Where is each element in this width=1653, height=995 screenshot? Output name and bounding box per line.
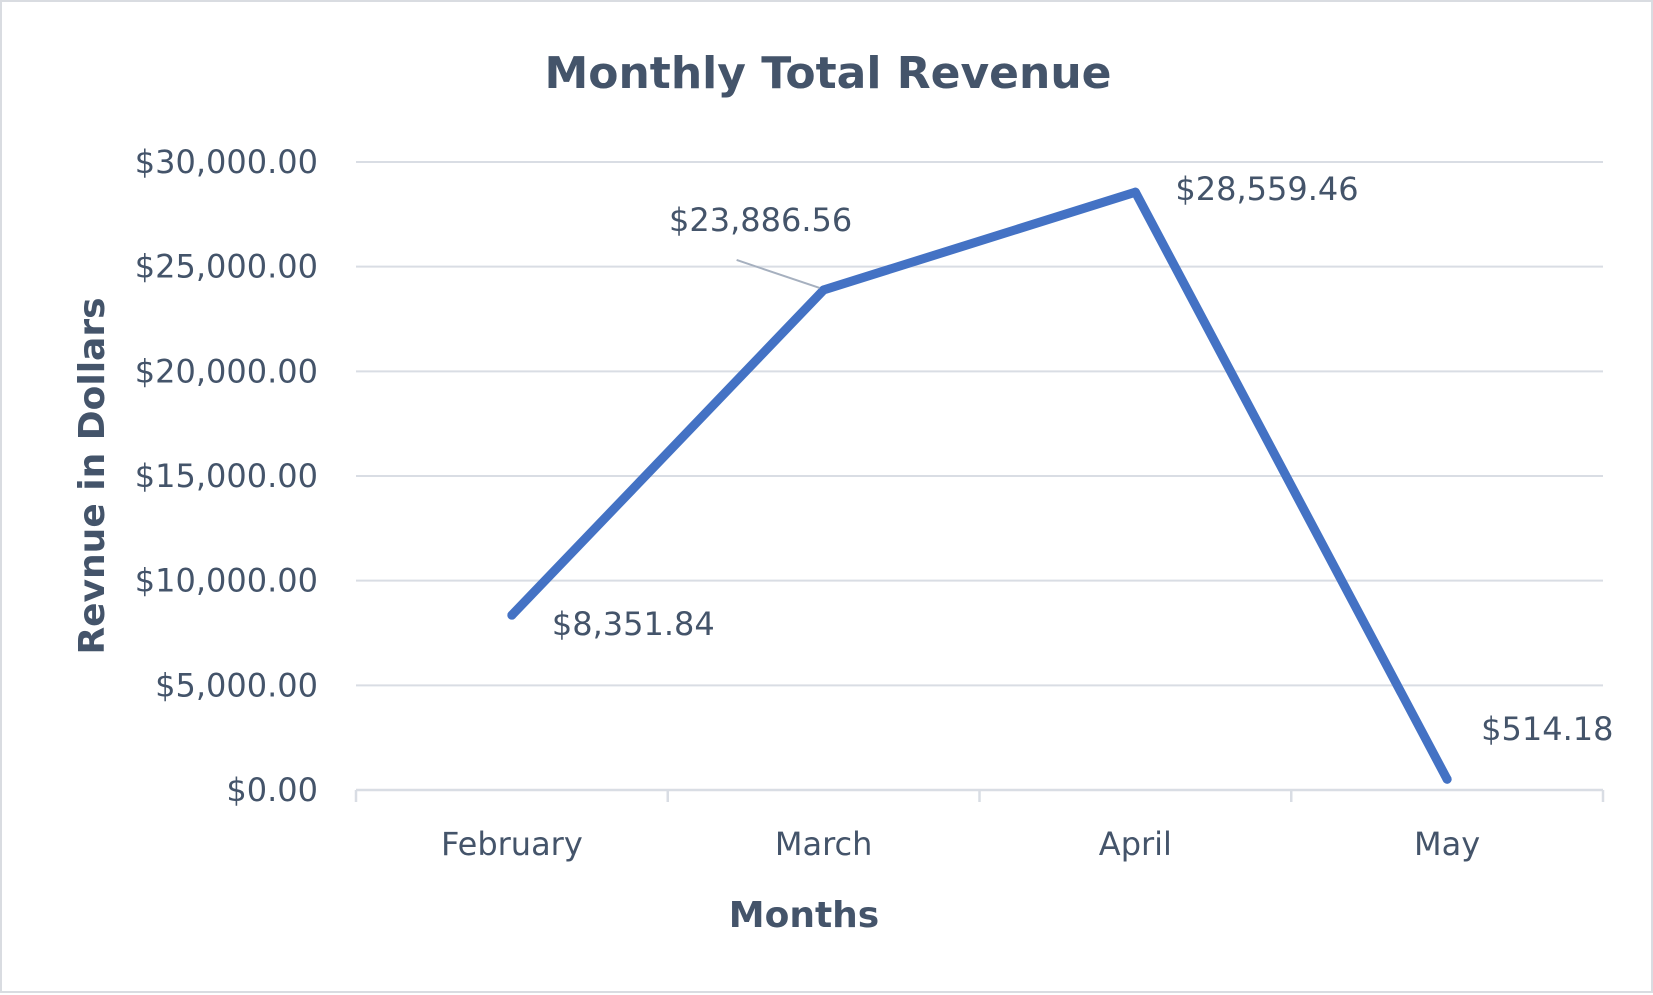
y-tick-label: $20,000.00 [135,352,318,390]
x-tick-label: March [775,825,873,863]
series [507,187,1452,784]
data-point [819,285,829,295]
chart-title: Monthly Total Revenue [544,48,1111,99]
y-tick-label: $0.00 [226,771,318,809]
y-axis-tick-labels: $0.00 $5,000.00 $10,000.00 $15,000.00 $20,00… [135,143,318,809]
data-point [1442,774,1452,784]
data-label: $23,886.56 [669,201,852,239]
y-axis-title: Revnue in Dollars [72,297,113,654]
data-point [507,610,517,620]
data-labels: $8,351.84 $23,886.56 $28,559.46 $514.18 [552,170,1614,748]
data-label: $514.18 [1481,710,1613,748]
y-tick-label: $5,000.00 [155,666,318,704]
series-line [507,187,1452,784]
data-label-leader [736,259,820,289]
x-axis-tick-labels: February March April May [441,825,1480,863]
y-tick-label: $15,000.00 [135,457,318,495]
y-tick-label: $30,000.00 [135,143,318,181]
y-tick-label: $10,000.00 [135,562,318,600]
x-axis-title: Months [729,895,879,936]
y-tick-label: $25,000.00 [135,248,318,286]
x-tick-label: April [1099,825,1172,863]
data-label: $8,351.84 [552,605,715,643]
x-tick-label: February [441,825,583,863]
data-point [1130,187,1140,197]
data-label: $28,559.46 [1175,170,1358,208]
x-axis [354,788,1605,802]
x-tick-label: May [1414,825,1480,863]
